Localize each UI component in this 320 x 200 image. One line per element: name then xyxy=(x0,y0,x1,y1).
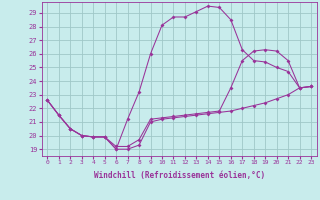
X-axis label: Windchill (Refroidissement éolien,°C): Windchill (Refroidissement éolien,°C) xyxy=(94,171,265,180)
